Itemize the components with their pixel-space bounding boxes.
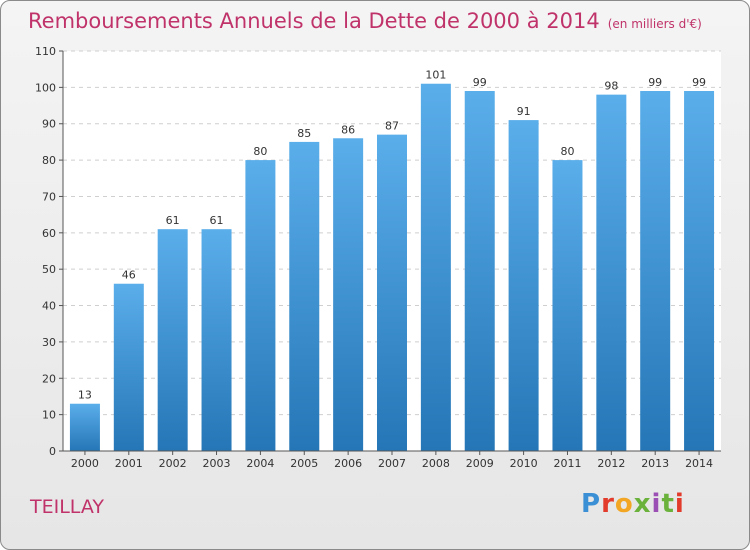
- y-tick-label: 100: [35, 81, 56, 94]
- proxiti-logo: Proxiti: [581, 489, 685, 519]
- x-tick-label-2003: 2003: [203, 457, 231, 470]
- data-label-2002: 61: [166, 214, 180, 227]
- bar-2009: [464, 91, 495, 451]
- chart-title-text: Remboursements Annuels de la Dette de 20…: [28, 9, 600, 33]
- bar-2010: [508, 120, 539, 451]
- logo-letter: o: [614, 489, 634, 519]
- bar-2012: [596, 94, 627, 452]
- x-tick-label-2007: 2007: [378, 457, 406, 470]
- data-label-2005: 85: [297, 127, 311, 140]
- bar-2006: [333, 138, 364, 452]
- logo-letter: x: [633, 489, 652, 519]
- y-tick-label: 20: [42, 372, 56, 385]
- bar-2001: [113, 283, 144, 451]
- x-tick-label-2000: 2000: [71, 457, 99, 470]
- x-tick-label-2006: 2006: [334, 457, 362, 470]
- x-tick-label-2014: 2014: [685, 457, 713, 470]
- x-tick-label-2002: 2002: [159, 457, 187, 470]
- data-label-2001: 46: [122, 269, 136, 282]
- x-tick-label-2012: 2012: [597, 457, 625, 470]
- data-label-2004: 80: [253, 145, 267, 158]
- bar-2011: [552, 160, 583, 451]
- logo-letter: t: [661, 489, 675, 519]
- x-tick-label-2010: 2010: [510, 457, 538, 470]
- data-label-2011: 80: [560, 145, 574, 158]
- x-tick-label-2008: 2008: [422, 457, 450, 470]
- y-tick-label: 50: [42, 263, 56, 276]
- data-label-2000: 13: [78, 389, 92, 402]
- logo-letter: i: [651, 489, 662, 519]
- data-label-2007: 87: [385, 120, 399, 133]
- data-label-2003: 61: [210, 214, 224, 227]
- chart-unit: (en milliers d'€): [607, 17, 702, 31]
- data-label-2013: 99: [648, 76, 662, 89]
- bar-2002: [157, 229, 188, 451]
- y-tick-label: 110: [35, 45, 56, 58]
- bar-2014: [684, 91, 715, 451]
- y-tick-label: 10: [42, 409, 56, 422]
- y-tick-label: 80: [42, 154, 56, 167]
- bar-2000: [69, 403, 100, 451]
- y-tick-label: 60: [42, 227, 56, 240]
- y-tick-label: 70: [42, 190, 56, 203]
- data-label-2014: 99: [692, 76, 706, 89]
- y-tick-label: 0: [49, 445, 56, 458]
- data-label-2006: 86: [341, 123, 355, 136]
- label-layer: 13 46 61 61 80 85 86 87 101 99 91 80 98 99 99: [78, 69, 706, 402]
- data-label-2010: 91: [517, 105, 531, 118]
- chart-title: Remboursements Annuels de la Dette de 20…: [28, 9, 702, 33]
- x-tick-label-2005: 2005: [290, 457, 318, 470]
- logo-letter: i: [674, 489, 685, 519]
- bar-2005: [289, 141, 320, 451]
- x-tick-label-2009: 2009: [466, 457, 494, 470]
- data-label-2009: 99: [473, 76, 487, 89]
- data-label-2008: 101: [425, 69, 446, 82]
- bar-2013: [640, 91, 671, 451]
- data-label-2012: 98: [604, 80, 618, 93]
- x-tick-label-2004: 2004: [246, 457, 274, 470]
- bar-layer: [69, 83, 715, 452]
- x-tick-label-2011: 2011: [553, 457, 581, 470]
- logo-letter: P: [581, 489, 602, 519]
- commune-name: TEILLAY: [30, 496, 104, 518]
- bar-2003: [201, 229, 232, 451]
- x-tick-label-2013: 2013: [641, 457, 669, 470]
- bar-2004: [245, 160, 276, 451]
- axis-layer: 0 10 20 30 40 50 60 70 80 90 100 110 2000 2001 2002 200…: [35, 45, 721, 470]
- bar-2008: [420, 83, 451, 452]
- bar-2007: [377, 134, 407, 452]
- logo-letter: r: [601, 489, 615, 519]
- x-tick-label-2001: 2001: [115, 457, 143, 470]
- y-tick-label: 40: [42, 300, 56, 313]
- y-tick-label: 30: [42, 336, 56, 349]
- y-tick-label: 90: [42, 118, 56, 131]
